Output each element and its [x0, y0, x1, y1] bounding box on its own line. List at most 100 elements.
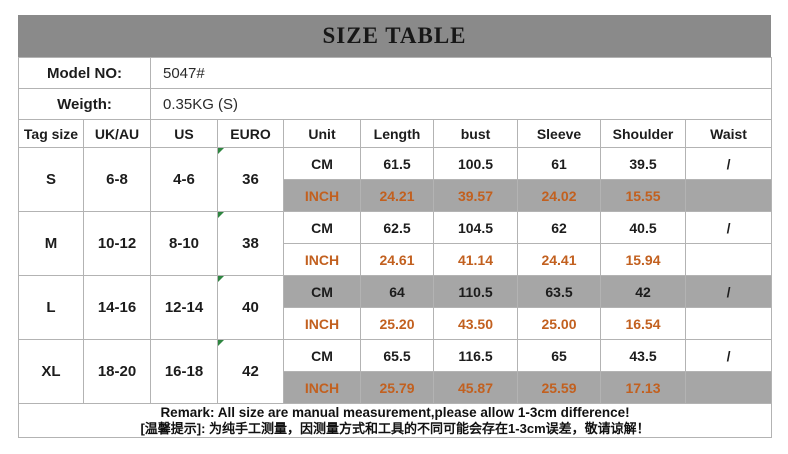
euro-value: 36 [217, 147, 284, 212]
waist-cm: / [684, 211, 773, 244]
title-banner: SIZE TABLE [18, 15, 771, 57]
unit-inch-label: INCH [283, 307, 361, 340]
sleeve-cm: 61 [517, 147, 601, 180]
euro-value: 42 [217, 339, 284, 404]
bust-cm: 100.5 [433, 147, 518, 180]
weight-value: 0.35KG (S) [149, 88, 773, 120]
header-length: Length [360, 119, 434, 148]
tag-size-value: S [18, 147, 84, 212]
remark-english: Remark: All size are manual measurement,… [160, 404, 630, 420]
header-euro: EURO [217, 119, 284, 148]
unit-cm-label: CM [283, 275, 361, 308]
sleeve-inch: 25.59 [517, 371, 601, 404]
remark-cell: Remark: All size are manual measurement,… [17, 403, 773, 438]
bust-cm: 116.5 [433, 339, 518, 372]
size-table-panel: SIZE TABLE Model NO: 5047# Weigth: 0.35K… [17, 15, 773, 438]
length-cm: 61.5 [360, 147, 434, 180]
model-row: Model NO: 5047# [18, 57, 773, 89]
waist-cm: / [684, 147, 773, 180]
waist-inch [684, 179, 773, 212]
uk-au-value: 6-8 [83, 147, 151, 212]
sleeve-cm: 62 [517, 211, 601, 244]
row-l-cm: L 14-16 12-14 40 CM 64 110.5 63.5 42 / [18, 275, 773, 340]
us-value: 4-6 [150, 147, 218, 212]
row-s-inch: INCH 24.21 39.57 24.02 15.55 [19, 179, 773, 212]
excel-flag-icon [218, 340, 224, 346]
shoulder-inch: 15.55 [600, 179, 686, 212]
remark-chinese: [温馨提示]: 为纯手工测量，因测量方式和工具的不同可能会存在1-3cm误差，敬… [140, 420, 650, 436]
shoulder-cm: 39.5 [600, 147, 686, 180]
waist-cm: / [684, 339, 773, 372]
waist-inch [684, 307, 773, 340]
weight-label: Weigth: [18, 88, 151, 120]
header-unit: Unit [283, 119, 361, 148]
unit-inch-label: INCH [283, 179, 361, 212]
sleeve-inch: 24.02 [517, 179, 601, 212]
uk-au-value: 14-16 [83, 275, 151, 340]
sleeve-cm: 63.5 [517, 275, 601, 308]
row-m-cm: M 10-12 8-10 38 CM 62.5 104.5 62 40.5 / [18, 211, 773, 276]
excel-flag-icon [218, 276, 224, 282]
bust-inch: 45.87 [433, 371, 518, 404]
waist-inch [684, 243, 773, 276]
excel-flag-icon [218, 148, 224, 154]
row-xl-inch: INCH 25.79 45.87 25.59 17.13 [19, 371, 773, 404]
uk-au-value: 18-20 [83, 339, 151, 404]
shoulder-inch: 15.94 [600, 243, 686, 276]
unit-cm-label: CM [283, 211, 361, 244]
weight-row: Weigth: 0.35KG (S) [18, 88, 773, 120]
tag-size-value: M [18, 211, 84, 276]
bust-inch: 41.14 [433, 243, 518, 276]
header-row: Tag size UK/AU US EURO Unit Length bust … [18, 119, 773, 148]
model-value: 5047# [149, 57, 773, 89]
length-inch: 24.21 [360, 179, 434, 212]
shoulder-cm: 43.5 [600, 339, 686, 372]
length-cm: 62.5 [360, 211, 434, 244]
us-value: 16-18 [150, 339, 218, 404]
shoulder-cm: 42 [600, 275, 686, 308]
unit-cm-label: CM [283, 339, 361, 372]
row-s-cm: S 6-8 4-6 36 CM 61.5 100.5 61 39.5 / [18, 147, 773, 212]
excel-flag-icon [218, 212, 224, 218]
tag-size-value: L [18, 275, 84, 340]
length-cm: 64 [360, 275, 434, 308]
waist-cm: / [684, 275, 773, 308]
remark-row: Remark: All size are manual measurement,… [17, 403, 773, 438]
header-tag-size: Tag size [18, 119, 84, 148]
unit-cm-label: CM [283, 147, 361, 180]
header-waist: Waist [684, 119, 773, 148]
length-inch: 25.79 [360, 371, 434, 404]
header-bust: bust [433, 119, 518, 148]
model-label: Model NO: [18, 57, 151, 89]
size-table: Model NO: 5047# Weigth: 0.35KG (S) Tag s… [17, 57, 773, 438]
header-sleeve: Sleeve [517, 119, 601, 148]
euro-value: 40 [217, 275, 284, 340]
bust-inch: 39.57 [433, 179, 518, 212]
row-m-inch: INCH 24.61 41.14 24.41 15.94 [19, 243, 773, 276]
unit-inch-label: INCH [283, 243, 361, 276]
uk-au-value: 10-12 [83, 211, 151, 276]
shoulder-cm: 40.5 [600, 211, 686, 244]
euro-value: 38 [217, 211, 284, 276]
shoulder-inch: 17.13 [600, 371, 686, 404]
tag-size-value: XL [18, 339, 84, 404]
unit-inch-label: INCH [283, 371, 361, 404]
length-inch: 25.20 [360, 307, 434, 340]
sleeve-cm: 65 [517, 339, 601, 372]
length-cm: 65.5 [360, 339, 434, 372]
waist-inch [684, 371, 773, 404]
page-title: SIZE TABLE [322, 23, 467, 48]
length-inch: 24.61 [360, 243, 434, 276]
header-shoulder: Shoulder [600, 119, 686, 148]
bust-inch: 43.50 [433, 307, 518, 340]
us-value: 8-10 [150, 211, 218, 276]
sleeve-inch: 24.41 [517, 243, 601, 276]
us-value: 12-14 [150, 275, 218, 340]
shoulder-inch: 16.54 [600, 307, 686, 340]
bust-cm: 104.5 [433, 211, 518, 244]
sleeve-inch: 25.00 [517, 307, 601, 340]
bust-cm: 110.5 [433, 275, 518, 308]
header-uk-au: UK/AU [83, 119, 151, 148]
row-l-inch: INCH 25.20 43.50 25.00 16.54 [19, 307, 773, 340]
row-xl-cm: XL 18-20 16-18 42 CM 65.5 116.5 65 43.5 … [18, 339, 773, 404]
